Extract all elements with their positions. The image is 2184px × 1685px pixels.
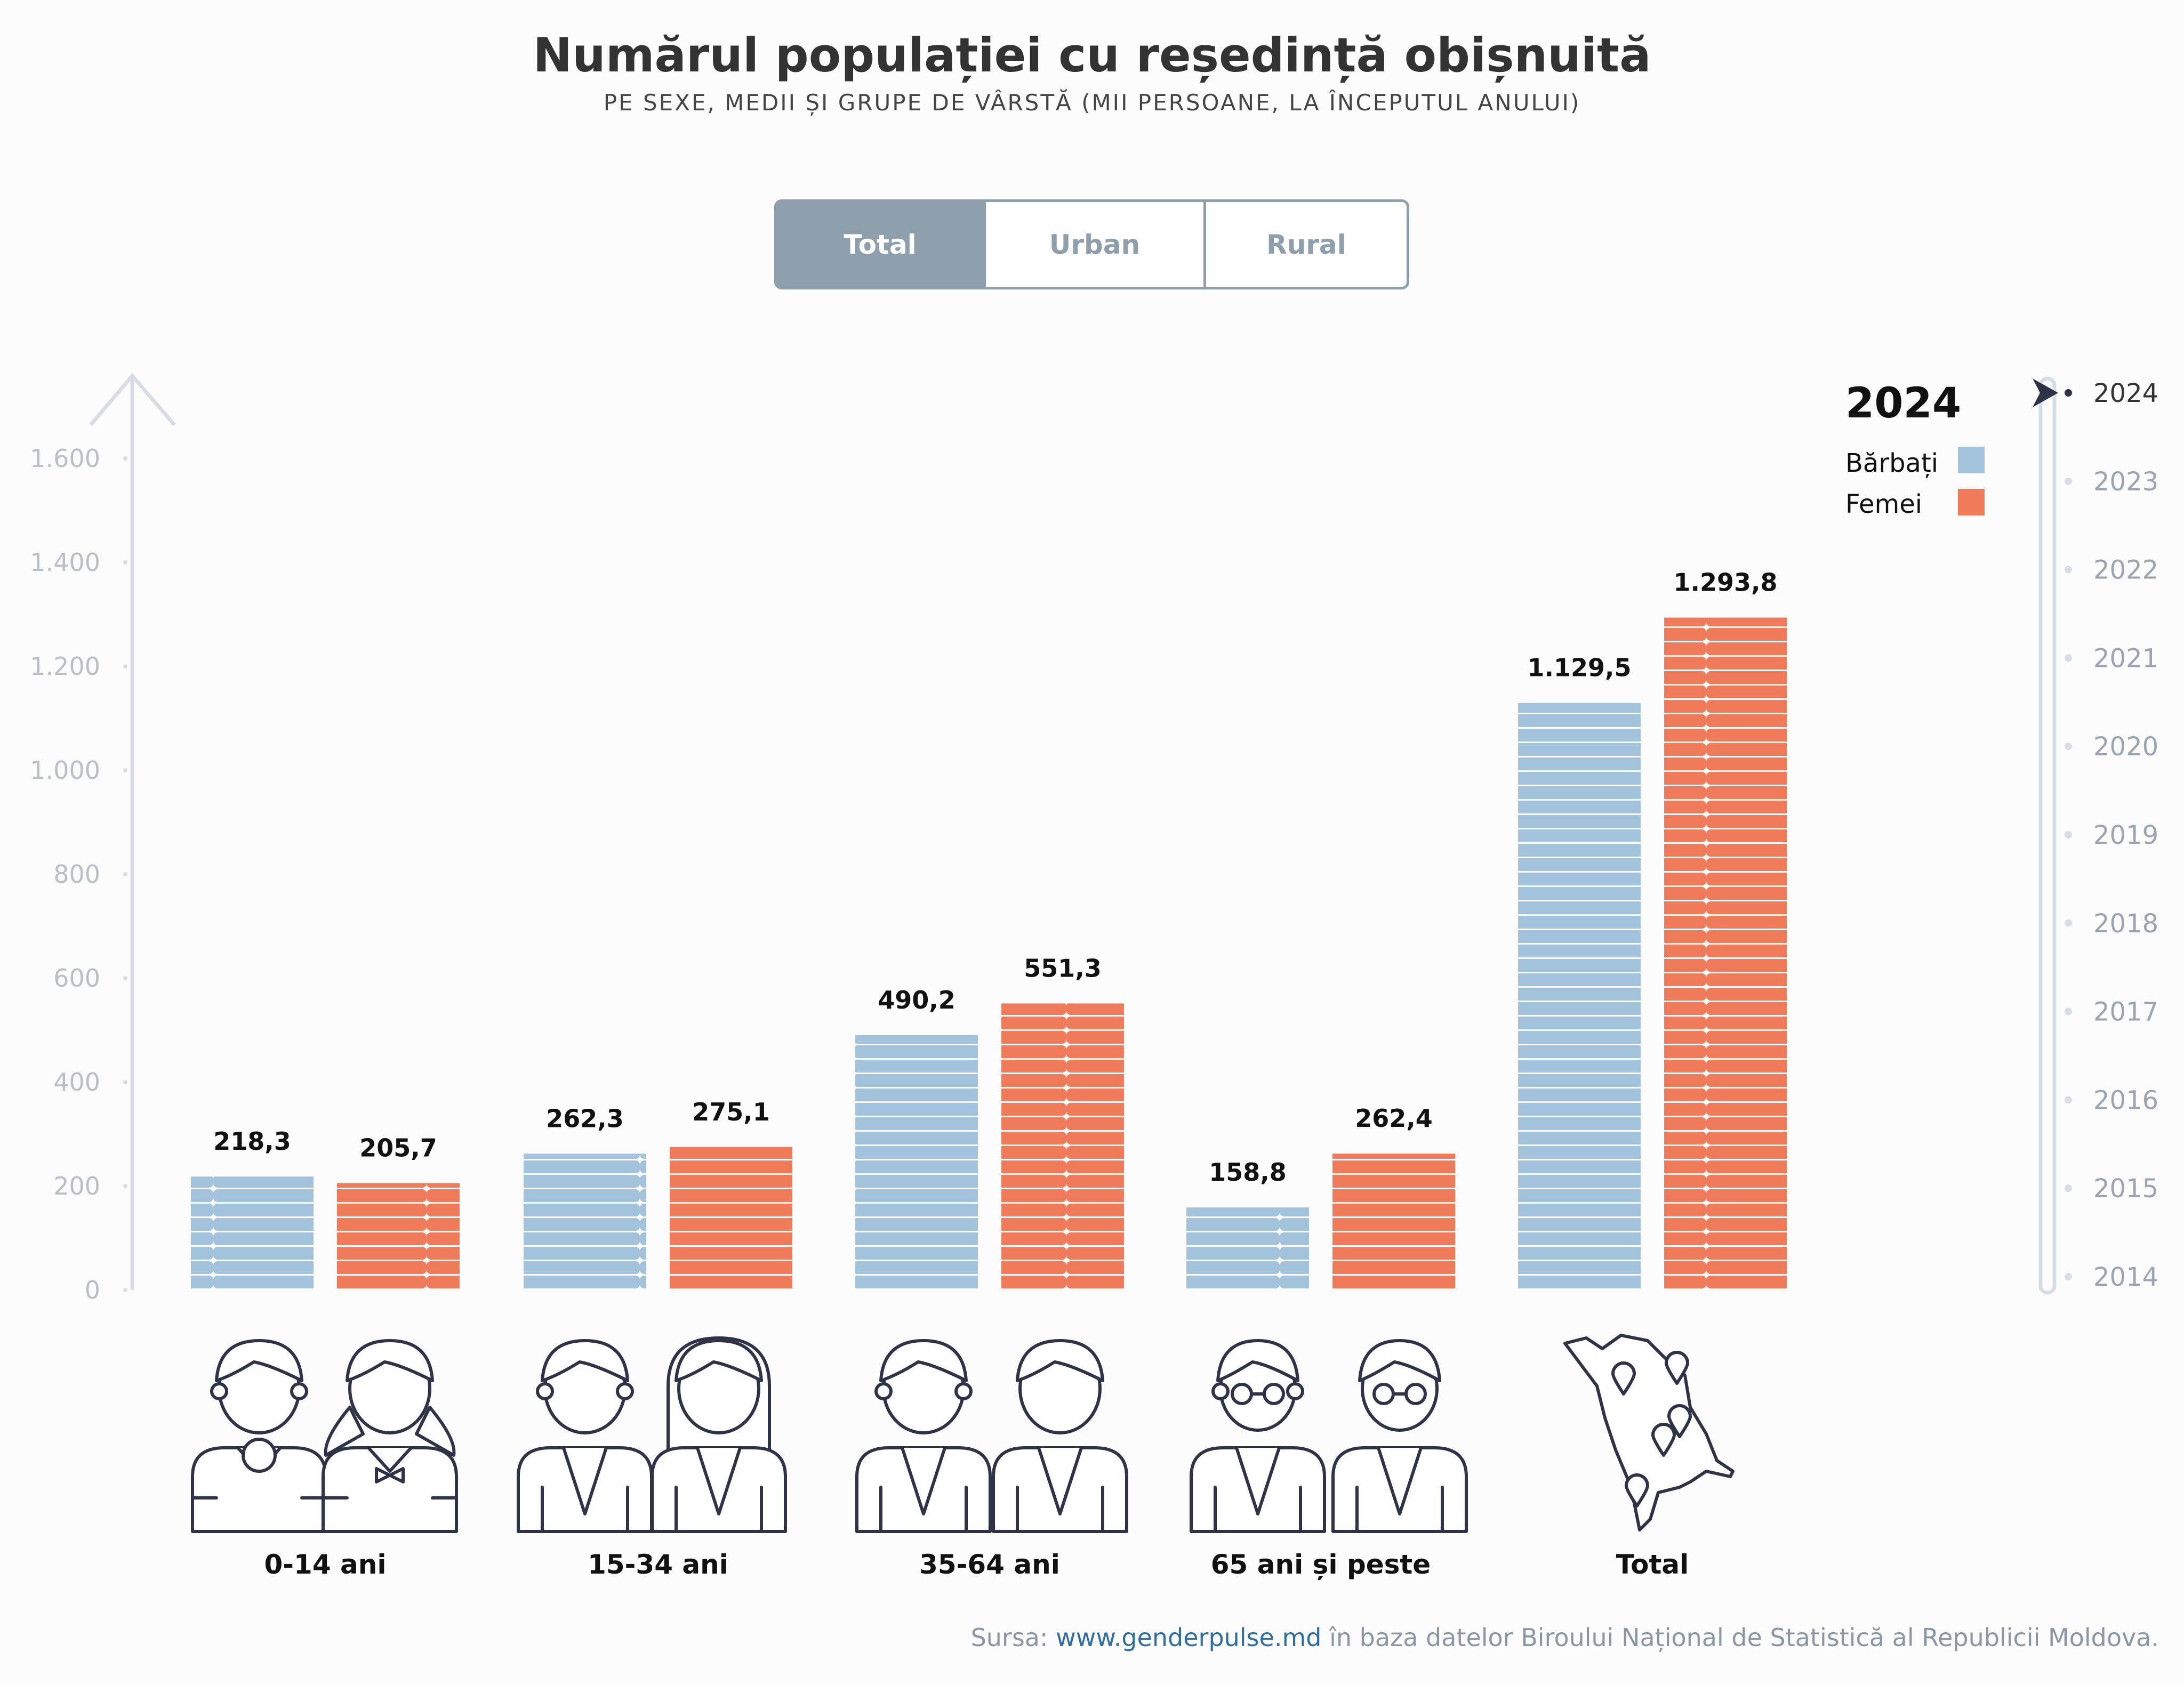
timeline-year-2016[interactable]: 2016 bbox=[2093, 1085, 2158, 1115]
y-axis-arrow-icon bbox=[89, 373, 176, 426]
timeline-dot[interactable] bbox=[2065, 389, 2072, 397]
y-tick-label: 400 bbox=[53, 1068, 100, 1097]
timeline-year-2017[interactable]: 2017 bbox=[2093, 997, 2158, 1027]
y-tick-mark bbox=[123, 664, 127, 668]
bar-men-3[interactable] bbox=[1186, 1207, 1309, 1290]
bar-men-4[interactable] bbox=[1518, 703, 1641, 1290]
area-toggle: Total Urban Rural bbox=[774, 199, 1409, 289]
y-tick-label: 600 bbox=[53, 964, 100, 993]
year-timeline[interactable]: 2024 2023 2022 2021 2020 2019 2018 2017 2016 2015… bbox=[2033, 376, 2158, 1295]
moldova-map-icon bbox=[1563, 1334, 1735, 1531]
category-label: 15-34 ani bbox=[588, 1549, 728, 1580]
timeline-dot[interactable] bbox=[2065, 477, 2072, 485]
chart-subtitle: PE SEXE, MEDII ȘI GRUPE DE VÂRSTĂ (MII P… bbox=[603, 90, 1581, 116]
legend-label-women: Femei bbox=[1845, 489, 1922, 519]
y-axis bbox=[89, 373, 176, 1290]
legend-year: 2024 bbox=[1845, 380, 1961, 428]
bar-value-label: 262,3 bbox=[546, 1104, 624, 1133]
girl-icon bbox=[322, 1339, 458, 1533]
timeline-dot[interactable] bbox=[2065, 1096, 2072, 1104]
bar-women-2[interactable] bbox=[1001, 1003, 1124, 1290]
y-tick-mark bbox=[123, 1184, 127, 1188]
y-tick-label: 1.200 bbox=[30, 652, 100, 681]
timeline-dot[interactable] bbox=[2065, 1007, 2072, 1015]
timeline-track[interactable] bbox=[2038, 376, 2057, 1295]
bar-women-0[interactable] bbox=[337, 1183, 460, 1290]
bar-value-label: 551,3 bbox=[1024, 954, 1102, 982]
timeline-year-2019[interactable]: 2019 bbox=[2093, 820, 2158, 850]
source-note: Sursa: www.genderpulse.md în baza datelo… bbox=[971, 1623, 2159, 1652]
timeline-dot[interactable] bbox=[2065, 743, 2072, 751]
bar-value-label: 262,4 bbox=[1355, 1104, 1433, 1133]
y-tick-label: 0 bbox=[85, 1276, 100, 1304]
y-tick-label: 800 bbox=[53, 860, 100, 889]
bar-men-1[interactable] bbox=[524, 1154, 646, 1290]
young-woman-icon bbox=[651, 1336, 787, 1533]
y-tick-mark bbox=[123, 1080, 127, 1084]
timeline-dot[interactable] bbox=[2065, 566, 2072, 574]
timeline-year-2022[interactable]: 2022 bbox=[2093, 555, 2158, 585]
toggle-urban[interactable]: Urban bbox=[983, 202, 1203, 287]
man-icon bbox=[855, 1339, 992, 1533]
y-tick-mark bbox=[123, 872, 127, 876]
legend-swatch-women bbox=[1958, 489, 1985, 515]
chart-title: Numărul populației cu reședință obișnuit… bbox=[533, 28, 1651, 83]
bar-men-2[interactable] bbox=[855, 1035, 978, 1290]
young-man-icon bbox=[517, 1339, 653, 1533]
timeline-dot[interactable] bbox=[2065, 654, 2072, 662]
timeline-dot[interactable] bbox=[2065, 1184, 2072, 1192]
bar-value-label: 158,8 bbox=[1209, 1158, 1287, 1187]
old-woman-icon bbox=[1331, 1339, 1468, 1533]
timeline-year-2014[interactable]: 2014 bbox=[2093, 1262, 2158, 1292]
category-label: Total bbox=[1616, 1549, 1689, 1580]
timeline-dot[interactable] bbox=[2065, 1273, 2072, 1280]
toggle-total[interactable]: Total bbox=[777, 202, 983, 287]
category-label: 65 ani și peste bbox=[1211, 1549, 1431, 1580]
source-suffix: în baza datelor Biroului Național de Sta… bbox=[1321, 1623, 2159, 1652]
timeline-year-2024[interactable]: 2024 bbox=[2093, 378, 2158, 408]
y-tick-label: 1.000 bbox=[30, 756, 100, 785]
timeline-dot[interactable] bbox=[2065, 919, 2072, 927]
source-prefix: Sursa: bbox=[970, 1623, 1056, 1652]
bar-value-label: 218,3 bbox=[213, 1127, 291, 1156]
y-tick-label: 200 bbox=[53, 1172, 100, 1200]
y-tick-mark bbox=[123, 456, 127, 461]
bar-men-0[interactable] bbox=[191, 1176, 314, 1290]
category-label: 35-64 ani bbox=[919, 1549, 1060, 1580]
bar-value-label: 205,7 bbox=[359, 1133, 437, 1162]
toggle-rural[interactable]: Rural bbox=[1203, 202, 1407, 287]
bar-value-label: 490,2 bbox=[878, 986, 956, 1014]
y-tick-mark bbox=[123, 1288, 127, 1292]
woman-icon bbox=[992, 1339, 1128, 1533]
timeline-year-2018[interactable]: 2018 bbox=[2093, 909, 2158, 939]
legend: 2024 Bărbați Femei bbox=[1845, 380, 1985, 519]
legend-label-men: Bărbați bbox=[1845, 448, 1938, 478]
y-tick-mark bbox=[123, 768, 127, 772]
y-tick-mark bbox=[123, 976, 127, 980]
timeline-year-2021[interactable]: 2021 bbox=[2093, 643, 2158, 673]
legend-swatch-men bbox=[1958, 447, 1985, 473]
category-label: 0-14 ani bbox=[264, 1549, 386, 1580]
timeline-year-2015[interactable]: 2015 bbox=[2093, 1174, 2158, 1204]
bar-value-label: 275,1 bbox=[692, 1098, 770, 1126]
bar-value-label: 1.293,8 bbox=[1674, 568, 1778, 597]
boy-icon bbox=[191, 1339, 327, 1533]
y-tick-label: 1.600 bbox=[30, 444, 100, 473]
timeline-pointer-icon[interactable] bbox=[2033, 378, 2058, 407]
bar-value-label: 1.129,5 bbox=[1528, 654, 1632, 682]
old-man-icon bbox=[1190, 1339, 1326, 1533]
bar-women-1[interactable] bbox=[670, 1147, 792, 1290]
bar-women-3[interactable] bbox=[1332, 1154, 1455, 1290]
bar-women-4[interactable] bbox=[1664, 617, 1787, 1290]
timeline-year-2020[interactable]: 2020 bbox=[2093, 732, 2158, 762]
y-tick-label: 1.400 bbox=[30, 548, 100, 577]
y-tick-mark bbox=[123, 560, 127, 565]
timeline-dot[interactable] bbox=[2065, 831, 2072, 839]
source-link[interactable]: www.genderpulse.md bbox=[1056, 1623, 1322, 1652]
timeline-year-2023[interactable]: 2023 bbox=[2093, 467, 2158, 497]
